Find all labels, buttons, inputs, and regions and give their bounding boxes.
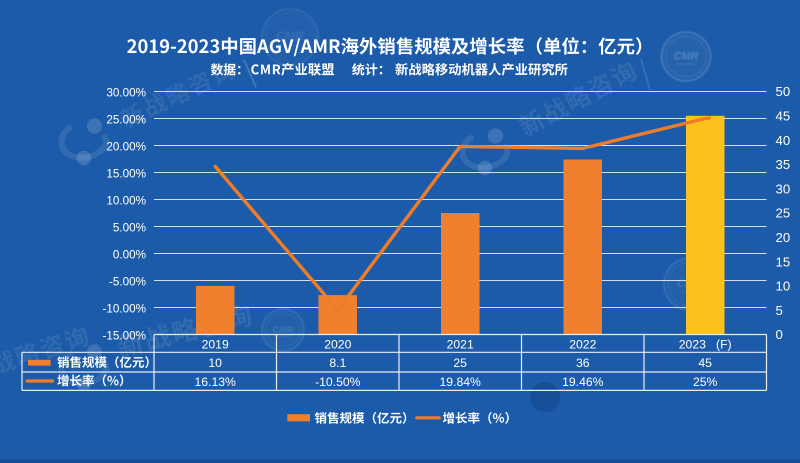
svg-text:2020: 2020 <box>324 338 351 352</box>
svg-text:35: 35 <box>776 157 791 172</box>
svg-text:30.00%: 30.00% <box>106 86 146 99</box>
svg-text:2021: 2021 <box>447 338 474 352</box>
svg-text:CMR: CMR <box>273 325 294 335</box>
svg-text:-5.00%: -5.00% <box>109 275 146 288</box>
svg-text:10.00%: 10.00% <box>106 194 146 207</box>
svg-text:5.00%: 5.00% <box>113 221 146 234</box>
svg-text:45: 45 <box>698 356 712 370</box>
svg-text:20: 20 <box>776 230 791 245</box>
svg-text:-10.50%: -10.50% <box>315 375 361 389</box>
svg-text:2023 (F): 2023 (F) <box>679 338 732 352</box>
svg-text:2019: 2019 <box>202 338 229 352</box>
svg-text:30: 30 <box>776 181 791 196</box>
svg-text:10: 10 <box>208 356 222 370</box>
svg-text:0.00%: 0.00% <box>113 248 146 261</box>
svg-text:2022: 2022 <box>569 338 596 352</box>
svg-text:36: 36 <box>576 356 590 370</box>
svg-text:50: 50 <box>776 84 791 99</box>
svg-text:CMR: CMR <box>674 51 699 63</box>
svg-text:0: 0 <box>776 327 783 342</box>
svg-text:25: 25 <box>453 356 467 370</box>
svg-text:25%: 25% <box>693 375 718 389</box>
svg-text:40: 40 <box>776 133 791 148</box>
svg-text:20.00%: 20.00% <box>106 140 146 153</box>
svg-text:25.00%: 25.00% <box>106 113 146 126</box>
svg-text:45: 45 <box>776 109 791 124</box>
svg-text:-15.00%: -15.00% <box>102 329 146 342</box>
svg-text:8.1: 8.1 <box>329 356 346 370</box>
svg-text:-10.00%: -10.00% <box>102 302 146 315</box>
svg-text:16.13%: 16.13% <box>195 375 236 389</box>
svg-text:19.84%: 19.84% <box>440 375 481 389</box>
svg-text:15: 15 <box>776 254 791 269</box>
svg-text:25: 25 <box>776 206 791 221</box>
svg-text:10: 10 <box>776 279 791 294</box>
svg-text:15.00%: 15.00% <box>106 167 146 180</box>
svg-text:19.46%: 19.46% <box>562 375 603 389</box>
svg-text:5: 5 <box>776 303 783 318</box>
